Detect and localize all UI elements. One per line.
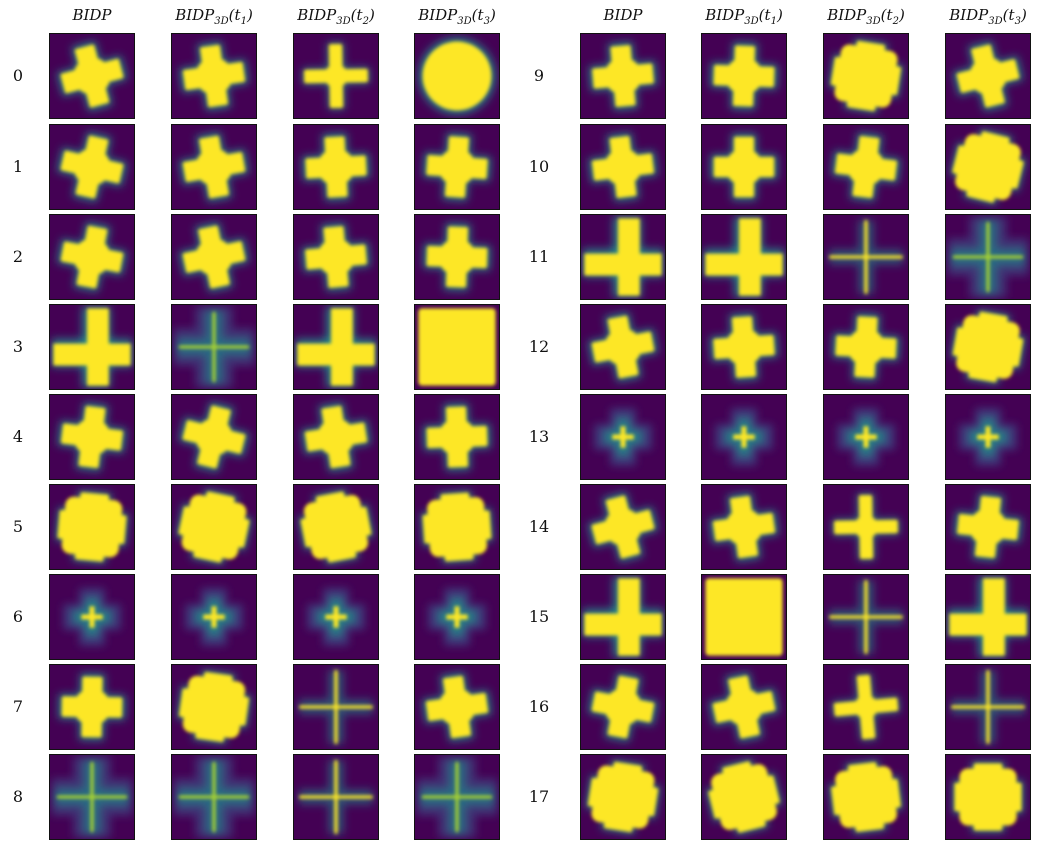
row-label: 1 xyxy=(12,157,24,176)
pattern-image xyxy=(414,664,500,750)
pattern-image xyxy=(49,574,135,660)
row-label: 14 xyxy=(528,517,550,536)
pattern-image xyxy=(49,664,135,750)
row-label: 0 xyxy=(12,66,24,85)
pattern-image xyxy=(823,124,909,210)
pattern-image xyxy=(171,394,257,480)
row-label: 15 xyxy=(528,607,550,626)
pattern-image xyxy=(171,664,257,750)
pattern-image xyxy=(945,484,1031,570)
pattern-image xyxy=(171,574,257,660)
pattern-image xyxy=(171,33,257,119)
pattern-image xyxy=(293,214,379,300)
pattern-image xyxy=(701,214,787,300)
pattern-image xyxy=(293,484,379,570)
pattern-image xyxy=(580,664,666,750)
pattern-image xyxy=(580,484,666,570)
pattern-image xyxy=(49,484,135,570)
row-label: 2 xyxy=(12,247,24,266)
row-label: 11 xyxy=(528,247,550,266)
row-label: 10 xyxy=(528,157,550,176)
pattern-image xyxy=(945,124,1031,210)
pattern-image xyxy=(414,394,500,480)
pattern-image xyxy=(580,754,666,840)
column-header: BIDP xyxy=(72,6,112,24)
pattern-image xyxy=(49,124,135,210)
pattern-image xyxy=(823,574,909,660)
pattern-image xyxy=(293,394,379,480)
pattern-image xyxy=(823,304,909,390)
pattern-image xyxy=(701,484,787,570)
column-header: BIDP3D(t3) xyxy=(949,6,1027,27)
row-label: 13 xyxy=(528,427,550,446)
pattern-image xyxy=(823,484,909,570)
pattern-image xyxy=(945,574,1031,660)
column-header: BIDP3D(t2) xyxy=(827,6,905,27)
pattern-image xyxy=(701,33,787,119)
column-header: BIDP3D(t1) xyxy=(705,6,783,27)
pattern-image xyxy=(414,124,500,210)
row-label: 6 xyxy=(12,607,24,626)
pattern-image xyxy=(171,304,257,390)
row-label: 3 xyxy=(12,337,24,356)
row-label: 5 xyxy=(12,517,24,536)
pattern-image xyxy=(945,394,1031,480)
pattern-image xyxy=(945,214,1031,300)
pattern-image xyxy=(171,124,257,210)
pattern-image xyxy=(49,754,135,840)
column-header: BIDP3D(t1) xyxy=(175,6,253,27)
pattern-image xyxy=(414,214,500,300)
column-header: BIDP xyxy=(603,6,643,24)
pattern-image xyxy=(945,664,1031,750)
row-label: 8 xyxy=(12,787,24,806)
pattern-image xyxy=(945,304,1031,390)
pattern-image xyxy=(945,754,1031,840)
pattern-image xyxy=(293,574,379,660)
pattern-image xyxy=(49,214,135,300)
pattern-image xyxy=(823,664,909,750)
pattern-image xyxy=(171,754,257,840)
row-label: 4 xyxy=(12,427,24,446)
pattern-image xyxy=(414,484,500,570)
pattern-image xyxy=(171,214,257,300)
pattern-image xyxy=(49,394,135,480)
pattern-image xyxy=(293,33,379,119)
pattern-image xyxy=(580,214,666,300)
pattern-image xyxy=(701,664,787,750)
pattern-image xyxy=(293,664,379,750)
pattern-image xyxy=(414,304,500,390)
pattern-image xyxy=(49,304,135,390)
pattern-image xyxy=(293,754,379,840)
pattern-image xyxy=(414,33,500,119)
pattern-image xyxy=(823,394,909,480)
row-label: 12 xyxy=(528,337,550,356)
pattern-image xyxy=(823,754,909,840)
pattern-image xyxy=(701,124,787,210)
pattern-image xyxy=(580,394,666,480)
pattern-image xyxy=(580,574,666,660)
pattern-image xyxy=(293,124,379,210)
pattern-image xyxy=(701,574,787,660)
pattern-image xyxy=(580,304,666,390)
column-header: BIDP3D(t2) xyxy=(297,6,375,27)
pattern-image xyxy=(171,484,257,570)
pattern-image xyxy=(293,304,379,390)
row-label: 16 xyxy=(528,697,550,716)
pattern-image xyxy=(580,33,666,119)
pattern-image xyxy=(945,33,1031,119)
pattern-image xyxy=(823,214,909,300)
pattern-image xyxy=(414,574,500,660)
pattern-image xyxy=(580,124,666,210)
row-label: 7 xyxy=(12,697,24,716)
row-label: 17 xyxy=(528,787,550,806)
pattern-image xyxy=(701,754,787,840)
row-label: 9 xyxy=(533,66,545,85)
pattern-image xyxy=(823,33,909,119)
pattern-image xyxy=(414,754,500,840)
pattern-image xyxy=(701,394,787,480)
pattern-image xyxy=(701,304,787,390)
column-header: BIDP3D(t3) xyxy=(418,6,496,27)
pattern-image xyxy=(49,33,135,119)
